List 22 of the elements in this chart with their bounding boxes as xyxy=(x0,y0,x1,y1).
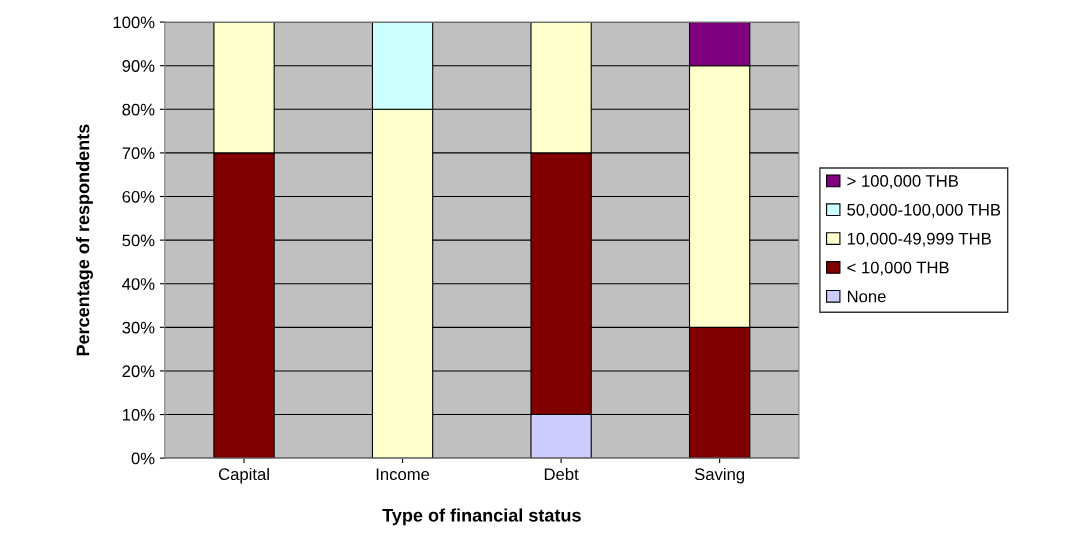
y-tick-label: 70% xyxy=(122,147,155,160)
x-tick-label: Debt xyxy=(544,467,579,481)
x-axis-title: Type of financial status xyxy=(382,508,581,526)
y-tick-label: 10% xyxy=(122,408,155,421)
y-tick-label: 100% xyxy=(113,16,155,29)
y-tick-label: 30% xyxy=(122,321,155,334)
y-tick-label: 80% xyxy=(122,103,155,116)
y-tick-label: 20% xyxy=(122,365,155,378)
y-tick-label: 40% xyxy=(122,278,155,290)
x-tick-label: Capital xyxy=(218,467,269,484)
legend-label: > 100,000 THB xyxy=(847,175,958,189)
y-tick-label: 50% xyxy=(122,234,155,247)
legend-label: 10,000-49,999 THB xyxy=(847,232,991,247)
y-tick-label: 90% xyxy=(122,60,155,72)
y-tick-label: 60% xyxy=(122,190,155,203)
legend-label: None xyxy=(847,290,886,303)
x-tick-label: Saving xyxy=(694,467,745,484)
x-tick-label: Income xyxy=(376,468,430,481)
y-tick-label: 0% xyxy=(131,452,155,465)
legend-label: < 10,000 THB xyxy=(847,261,949,276)
legend-label: 50,000-100,000 THB xyxy=(847,203,1001,218)
y-axis-title: Percentage of respondents xyxy=(76,124,93,356)
